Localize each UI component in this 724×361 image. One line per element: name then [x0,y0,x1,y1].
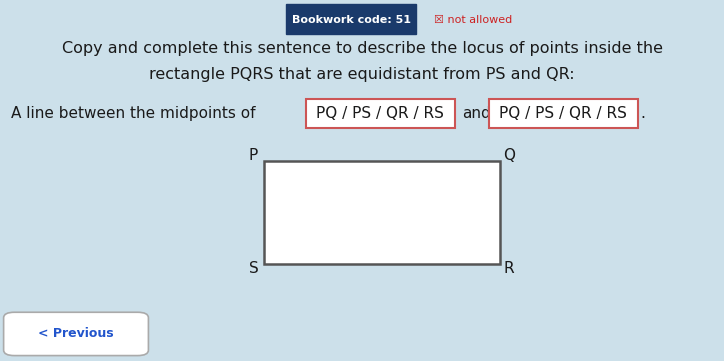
Text: R: R [504,261,514,277]
Text: rectangle PQRS that are equidistant from PS and QR:: rectangle PQRS that are equidistant from… [149,66,575,82]
Polygon shape [264,161,500,264]
Text: Bookwork code: 51: Bookwork code: 51 [292,15,411,25]
Text: Q: Q [503,148,515,163]
Text: A line between the midpoints of: A line between the midpoints of [11,106,256,121]
Text: S: S [248,261,258,277]
Text: PQ / PS / QR / RS: PQ / PS / QR / RS [316,106,444,121]
Text: Copy and complete this sentence to describe the locus of points inside the: Copy and complete this sentence to descr… [62,41,662,56]
Text: < Previous: < Previous [38,327,114,340]
Text: P: P [249,148,258,163]
Text: PQ / PS / QR / RS: PQ / PS / QR / RS [500,106,627,121]
Text: ☒ not allowed: ☒ not allowed [434,15,513,25]
Text: and: and [462,106,491,121]
Text: .: . [640,106,645,121]
FancyBboxPatch shape [306,99,455,128]
FancyBboxPatch shape [489,99,638,128]
FancyBboxPatch shape [4,312,148,356]
FancyBboxPatch shape [286,4,416,34]
